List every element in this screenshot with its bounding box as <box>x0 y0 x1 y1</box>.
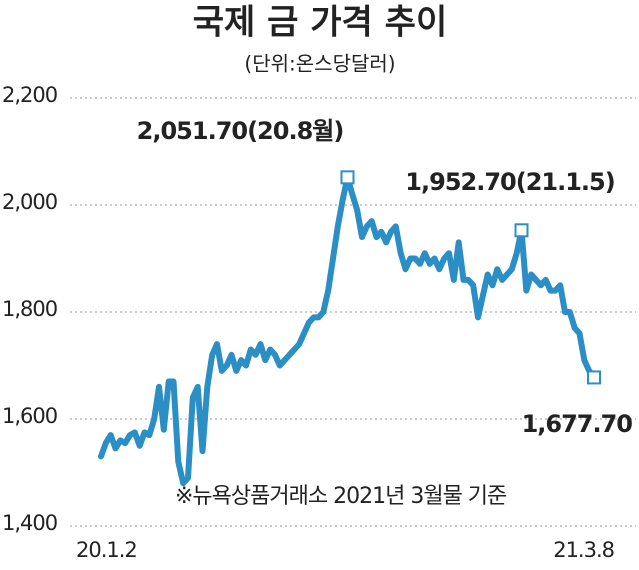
chart-title: 국제 금 가격 추이 <box>193 3 447 43</box>
annotation-marker <box>587 370 601 385</box>
footnote: ※뉴욕상품거래소 2021년 3월물 기준 <box>175 484 507 509</box>
annotation: 1,952.70(21.1.5) <box>405 168 614 196</box>
y-tick-label: 1,600 <box>2 404 57 428</box>
chart-subtitle: (단위:온스당달러) <box>244 52 395 76</box>
y-tick-label: 1,400 <box>2 511 57 535</box>
annotation: 2,051.70(20.8월) <box>137 117 344 145</box>
x-tick-label: 21.3.8 <box>553 538 614 562</box>
y-tick-label: 1,800 <box>2 297 57 321</box>
line-series <box>98 174 597 487</box>
y-tick-label: 2,200 <box>2 83 57 107</box>
annotation: 1,677.70 <box>522 410 633 438</box>
x-tick-label: 20.1.2 <box>76 538 137 562</box>
y-tick-label: 2,000 <box>2 190 57 214</box>
annotation-marker <box>340 170 355 185</box>
annotation-marker <box>514 223 529 238</box>
